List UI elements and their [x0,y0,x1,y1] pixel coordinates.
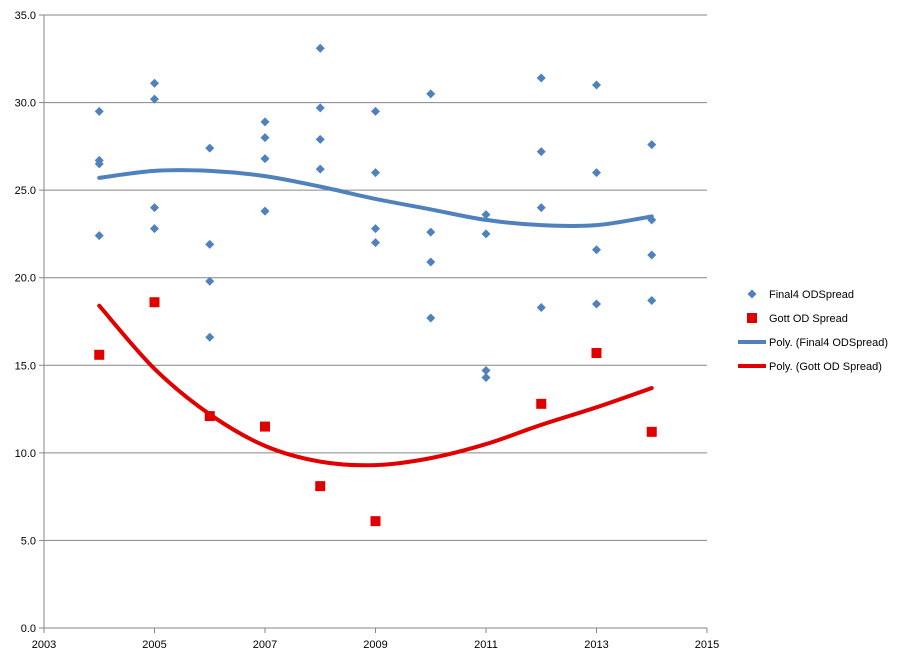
final4-point [647,250,657,260]
final4-point [481,210,491,220]
final4-point [205,276,215,286]
final4-point [94,231,104,241]
legend-label: Poly. (Gott OD Spread) [769,361,882,373]
final4-point [592,245,601,255]
final4-point [536,203,546,213]
final4-point [592,168,601,178]
final4-point [426,257,436,267]
y-tick-label: 5.0 [21,535,36,547]
y-tick-label: 0.0 [21,623,36,635]
final4-point [205,239,215,249]
y-tick-label: 30.0 [15,98,36,110]
x-tick-label: 2007 [253,639,277,651]
final4-point [150,94,159,104]
gridlines [44,14,707,541]
legend-item: Poly. (Final4 ODSpread) [738,337,888,349]
x-tick-label: 2015 [695,639,719,651]
final4-point [592,80,601,90]
trendlines [97,168,654,468]
trendline-final4 [97,168,654,229]
final4-point [371,168,380,178]
legend-label: Final4 ODSpread [769,289,854,301]
gott-point [370,516,381,527]
final4-point [426,313,436,323]
legend-square-swatch [747,313,757,323]
x-tick-label: 2013 [584,639,608,651]
final4-point [205,143,215,153]
final4-point [315,103,325,113]
final4-point [536,147,546,157]
final4-point [371,238,380,248]
final4-point [260,206,270,216]
final4-point [371,106,380,116]
gott-point [94,349,105,360]
tick-labels: 0.0 5.0 10.0 15.0 20.0 25.0 30.0 35.0 2003 2005 20… [15,10,720,651]
y-tick-label: 25.0 [15,185,36,197]
x-tick-label: 2009 [363,639,387,651]
gott-point [536,398,547,409]
final4-point [426,227,436,237]
final4-point [481,373,491,383]
final4-point [260,117,270,127]
final4-point [150,203,159,213]
final4-point [150,224,159,234]
final4-point [94,159,104,169]
legend-item: Final4 ODSpread [747,289,854,301]
gott-point [204,411,215,422]
gott-point [149,297,160,308]
legend-diamond-swatch [747,289,757,299]
gott-point [315,481,326,492]
y-tick-label: 10.0 [15,448,36,460]
final4-point [94,106,104,116]
legend: Final4 ODSpread Gott OD Spread Poly. (Fina… [738,289,888,373]
final4-point [481,229,491,239]
final4-point [481,366,491,376]
x-tick-label: 2005 [142,639,166,651]
final4-point [647,295,657,305]
x-tick-label: 2003 [32,639,56,651]
final4-point [536,73,546,83]
final4-point [315,43,325,53]
gott-point [646,426,657,437]
final4-point [150,78,159,88]
legend-label: Gott OD Spread [769,313,848,325]
final4-point [592,299,601,309]
final4-point [205,332,215,342]
y-tick-label: 15.0 [15,360,36,372]
trendline-gott [97,303,654,468]
gott-point [260,421,270,432]
y-tick-label: 35.0 [15,10,36,22]
final4-point [260,154,270,164]
legend-item: Poly. (Gott OD Spread) [738,361,882,373]
legend-item: Gott OD Spread [747,313,848,325]
x-tick-label: 2011 [474,639,498,651]
final4-point [536,302,546,312]
data-points [94,43,657,527]
final4-point [371,224,380,234]
final4-point [260,133,270,143]
final4-point [315,164,325,174]
final4-point [647,140,657,150]
y-tick-label: 20.0 [15,273,36,285]
gott-point [591,348,602,359]
final4-point [315,134,325,144]
axes [39,14,708,633]
final4-point [647,215,657,225]
legend-label: Poly. (Final4 ODSpread) [769,337,888,349]
final4-point [426,89,436,99]
